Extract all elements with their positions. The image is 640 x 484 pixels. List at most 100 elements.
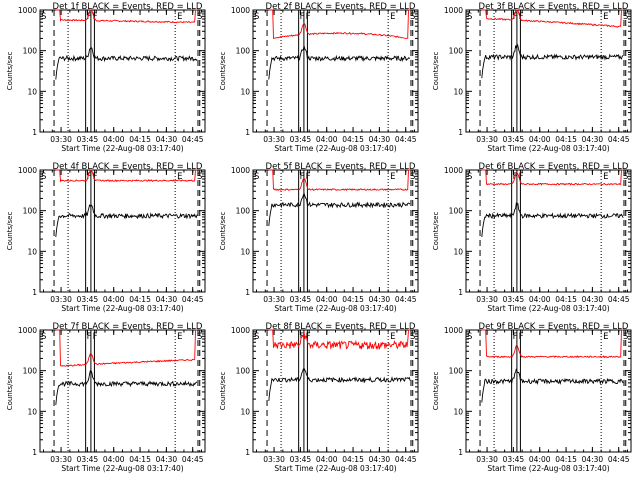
marker-label-start: S — [41, 332, 46, 342]
panel-det-9: Det 9f BLACK = Events, RED = LLD 1 10 100 10… — [432, 322, 632, 473]
events-series-line — [268, 367, 411, 402]
x-tick-label: 04:15 — [555, 135, 577, 144]
marker-label-end: E — [603, 172, 608, 182]
marker-label-flare: F — [300, 12, 305, 22]
panel-title: Det 6f BLACK = Events, RED = LLD — [479, 162, 629, 172]
x-axis-label: Start Time (22-Aug-08 03:17:40) — [61, 144, 183, 153]
x-tick-label: 04:30 — [582, 455, 604, 464]
x-tick-label: 04:45 — [182, 295, 204, 304]
x-tick-label: 04:30 — [582, 135, 604, 144]
x-tick-label: 03:45 — [290, 295, 312, 304]
x-tick-label: 04:30 — [156, 295, 178, 304]
y-tick-label: 100 — [236, 47, 251, 56]
panel-title: Det 1f BLACK = Events, RED = LLD — [53, 2, 203, 12]
panel-det-1: Det 1f BLACK = Events, RED = LLD 1 10 100 10… — [6, 2, 206, 153]
y-axis-label: Counts/sec — [219, 212, 227, 251]
x-tick-label: 04:45 — [608, 135, 630, 144]
x-tick-label: 04:15 — [129, 455, 151, 464]
y-tick-label: 1 — [32, 448, 37, 457]
marker-label-start: S — [467, 12, 472, 22]
x-axis-label: Start Time (22-Aug-08 03:17:40) — [487, 464, 609, 473]
marker-label-start: S — [41, 12, 46, 22]
marker-label-start: S — [467, 332, 472, 342]
lld-series-line — [481, 169, 624, 186]
x-tick-label: 04:00 — [316, 455, 338, 464]
marker-label-flare: F — [519, 332, 524, 342]
marker-label-start: S — [254, 12, 259, 22]
x-tick-label: 03:45 — [290, 135, 312, 144]
lld-series-line — [481, 329, 624, 359]
plot-frame — [465, 9, 632, 133]
x-tick-label: 04:30 — [156, 455, 178, 464]
y-tick-label: 10 — [27, 247, 37, 256]
y-tick-label: 100 — [236, 207, 251, 216]
x-tick-label: 04:15 — [342, 455, 364, 464]
plot-frame — [39, 329, 206, 453]
marker-label-flare: F — [519, 12, 524, 22]
panel-det-3: Det 3f BLACK = Events, RED = LLD 1 10 100 10… — [432, 2, 632, 153]
panel-title: Det 4f BLACK = Events, RED = LLD — [53, 162, 203, 172]
plot-frame — [39, 169, 206, 293]
y-tick-label: 1000 — [18, 6, 37, 15]
marker-label-flare: F — [306, 332, 311, 342]
x-tick-label: 03:30 — [263, 135, 285, 144]
x-tick-label: 03:30 — [50, 455, 72, 464]
x-tick-label: 04:00 — [529, 135, 551, 144]
x-tick-label: 03:45 — [290, 455, 312, 464]
y-tick-label: 1000 — [231, 326, 250, 335]
marker-label-end: E — [390, 332, 395, 342]
events-series-line — [481, 42, 624, 79]
x-axis-label: Start Time (22-Aug-08 03:17:40) — [274, 304, 396, 313]
plot-frame — [465, 169, 632, 293]
marker-label-start: S — [623, 12, 628, 22]
marker-label-flare: F — [306, 172, 311, 182]
y-tick-label: 100 — [23, 367, 38, 376]
marker-label-flare: F — [93, 172, 98, 182]
y-tick-label: 10 — [240, 407, 250, 416]
x-tick-label: 04:15 — [342, 295, 364, 304]
y-tick-label: 1 — [458, 128, 463, 137]
x-tick-label: 04:00 — [316, 295, 338, 304]
x-axis-label: Start Time (22-Aug-08 03:17:40) — [487, 304, 609, 313]
y-tick-label: 1 — [245, 288, 250, 297]
plot-frame — [465, 329, 632, 453]
x-tick-label: 04:00 — [103, 455, 125, 464]
marker-label-flare: F — [513, 332, 518, 342]
x-tick-label: 03:30 — [263, 295, 285, 304]
y-axis-label: Counts/sec — [432, 372, 440, 411]
y-tick-label: 1000 — [444, 6, 463, 15]
y-tick-label: 1 — [458, 448, 463, 457]
y-tick-label: 1000 — [444, 326, 463, 335]
y-tick-label: 1 — [245, 128, 250, 137]
marker-label-flare: F — [519, 172, 524, 182]
y-tick-label: 1000 — [18, 166, 37, 175]
marker-label-start: S — [410, 12, 415, 22]
x-tick-label: 04:15 — [555, 455, 577, 464]
marker-label-flare: F — [87, 12, 92, 22]
x-tick-label: 03:45 — [77, 135, 99, 144]
lld-series-line — [55, 329, 198, 367]
events-series-line — [481, 202, 624, 238]
marker-label-start: S — [41, 172, 46, 182]
x-tick-label: 04:15 — [129, 135, 151, 144]
lld-series-line — [268, 9, 411, 39]
marker-label-end: E — [177, 172, 182, 182]
x-tick-label: 04:30 — [582, 295, 604, 304]
y-tick-label: 100 — [449, 207, 464, 216]
panel-title: Det 7f BLACK = Events, RED = LLD — [53, 322, 203, 332]
marker-label-end: E — [177, 12, 182, 22]
x-tick-label: 04:00 — [529, 455, 551, 464]
y-tick-label: 1 — [32, 288, 37, 297]
x-axis-label: Start Time (22-Aug-08 03:17:40) — [61, 464, 183, 473]
marker-label-flare: F — [87, 172, 92, 182]
y-axis-label: Counts/sec — [6, 52, 14, 91]
panel-title: Det 3f BLACK = Events, RED = LLD — [479, 2, 629, 12]
y-tick-label: 100 — [23, 207, 38, 216]
y-axis-label: Counts/sec — [432, 52, 440, 91]
marker-label-flare: F — [93, 332, 98, 342]
x-tick-label: 04:45 — [395, 135, 417, 144]
marker-label-start: S — [197, 12, 202, 22]
x-tick-label: 03:45 — [77, 455, 99, 464]
x-tick-label: 04:30 — [369, 135, 391, 144]
